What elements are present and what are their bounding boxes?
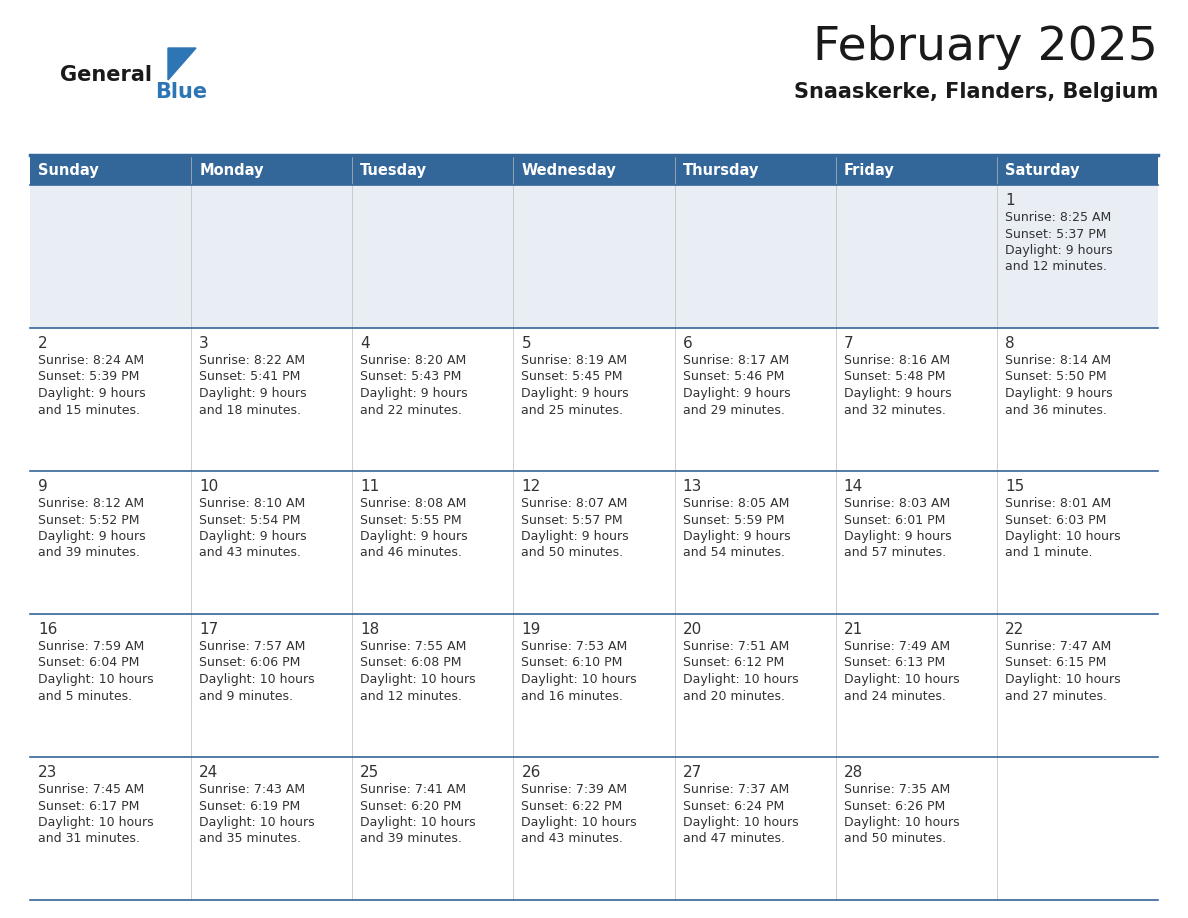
Text: Monday: Monday (200, 162, 264, 177)
Text: Sunrise: 7:47 AM
Sunset: 6:15 PM
Daylight: 10 hours
and 27 minutes.: Sunrise: 7:47 AM Sunset: 6:15 PM Dayligh… (1005, 640, 1120, 702)
Text: Sunrise: 8:25 AM
Sunset: 5:37 PM
Daylight: 9 hours
and 12 minutes.: Sunrise: 8:25 AM Sunset: 5:37 PM Dayligh… (1005, 211, 1112, 274)
Text: Sunrise: 8:22 AM
Sunset: 5:41 PM
Daylight: 9 hours
and 18 minutes.: Sunrise: 8:22 AM Sunset: 5:41 PM Dayligh… (200, 354, 307, 417)
Text: Sunrise: 7:37 AM
Sunset: 6:24 PM
Daylight: 10 hours
and 47 minutes.: Sunrise: 7:37 AM Sunset: 6:24 PM Dayligh… (683, 783, 798, 845)
Text: Sunrise: 7:55 AM
Sunset: 6:08 PM
Daylight: 10 hours
and 12 minutes.: Sunrise: 7:55 AM Sunset: 6:08 PM Dayligh… (360, 640, 476, 702)
Text: Friday: Friday (843, 162, 895, 177)
Text: 23: 23 (38, 765, 57, 780)
Text: Blue: Blue (154, 82, 207, 102)
Text: 19: 19 (522, 622, 541, 637)
Text: Sunrise: 7:59 AM
Sunset: 6:04 PM
Daylight: 10 hours
and 5 minutes.: Sunrise: 7:59 AM Sunset: 6:04 PM Dayligh… (38, 640, 153, 702)
Text: Sunrise: 8:12 AM
Sunset: 5:52 PM
Daylight: 9 hours
and 39 minutes.: Sunrise: 8:12 AM Sunset: 5:52 PM Dayligh… (38, 497, 146, 559)
Text: Sunrise: 7:35 AM
Sunset: 6:26 PM
Daylight: 10 hours
and 50 minutes.: Sunrise: 7:35 AM Sunset: 6:26 PM Dayligh… (843, 783, 960, 845)
Text: 12: 12 (522, 479, 541, 494)
Text: Snaaskerke, Flanders, Belgium: Snaaskerke, Flanders, Belgium (794, 82, 1158, 102)
Text: Sunrise: 7:45 AM
Sunset: 6:17 PM
Daylight: 10 hours
and 31 minutes.: Sunrise: 7:45 AM Sunset: 6:17 PM Dayligh… (38, 783, 153, 845)
Text: Sunrise: 8:17 AM
Sunset: 5:46 PM
Daylight: 9 hours
and 29 minutes.: Sunrise: 8:17 AM Sunset: 5:46 PM Dayligh… (683, 354, 790, 417)
Text: Sunrise: 7:39 AM
Sunset: 6:22 PM
Daylight: 10 hours
and 43 minutes.: Sunrise: 7:39 AM Sunset: 6:22 PM Dayligh… (522, 783, 637, 845)
Text: Sunrise: 7:57 AM
Sunset: 6:06 PM
Daylight: 10 hours
and 9 minutes.: Sunrise: 7:57 AM Sunset: 6:06 PM Dayligh… (200, 640, 315, 702)
Text: 18: 18 (360, 622, 379, 637)
Text: 4: 4 (360, 336, 369, 351)
Text: 28: 28 (843, 765, 862, 780)
Text: Sunrise: 8:08 AM
Sunset: 5:55 PM
Daylight: 9 hours
and 46 minutes.: Sunrise: 8:08 AM Sunset: 5:55 PM Dayligh… (360, 497, 468, 559)
Text: 24: 24 (200, 765, 219, 780)
Text: Sunrise: 7:51 AM
Sunset: 6:12 PM
Daylight: 10 hours
and 20 minutes.: Sunrise: 7:51 AM Sunset: 6:12 PM Dayligh… (683, 640, 798, 702)
Text: 8: 8 (1005, 336, 1015, 351)
Text: Sunrise: 8:01 AM
Sunset: 6:03 PM
Daylight: 10 hours
and 1 minute.: Sunrise: 8:01 AM Sunset: 6:03 PM Dayligh… (1005, 497, 1120, 559)
Text: Sunrise: 8:07 AM
Sunset: 5:57 PM
Daylight: 9 hours
and 50 minutes.: Sunrise: 8:07 AM Sunset: 5:57 PM Dayligh… (522, 497, 630, 559)
Text: 7: 7 (843, 336, 853, 351)
Text: 25: 25 (360, 765, 379, 780)
Text: 13: 13 (683, 479, 702, 494)
Text: 10: 10 (200, 479, 219, 494)
Text: 22: 22 (1005, 622, 1024, 637)
Text: Sunrise: 7:41 AM
Sunset: 6:20 PM
Daylight: 10 hours
and 39 minutes.: Sunrise: 7:41 AM Sunset: 6:20 PM Dayligh… (360, 783, 476, 845)
Text: 5: 5 (522, 336, 531, 351)
Text: 6: 6 (683, 336, 693, 351)
Text: 3: 3 (200, 336, 209, 351)
Text: 21: 21 (843, 622, 862, 637)
Text: 20: 20 (683, 622, 702, 637)
Text: 15: 15 (1005, 479, 1024, 494)
Text: Sunrise: 8:10 AM
Sunset: 5:54 PM
Daylight: 9 hours
and 43 minutes.: Sunrise: 8:10 AM Sunset: 5:54 PM Dayligh… (200, 497, 307, 559)
Text: Sunrise: 8:19 AM
Sunset: 5:45 PM
Daylight: 9 hours
and 25 minutes.: Sunrise: 8:19 AM Sunset: 5:45 PM Dayligh… (522, 354, 630, 417)
Text: Sunrise: 8:05 AM
Sunset: 5:59 PM
Daylight: 9 hours
and 54 minutes.: Sunrise: 8:05 AM Sunset: 5:59 PM Dayligh… (683, 497, 790, 559)
Text: February 2025: February 2025 (813, 25, 1158, 70)
Text: Sunrise: 8:14 AM
Sunset: 5:50 PM
Daylight: 9 hours
and 36 minutes.: Sunrise: 8:14 AM Sunset: 5:50 PM Dayligh… (1005, 354, 1112, 417)
Text: Sunrise: 7:49 AM
Sunset: 6:13 PM
Daylight: 10 hours
and 24 minutes.: Sunrise: 7:49 AM Sunset: 6:13 PM Dayligh… (843, 640, 960, 702)
Text: Wednesday: Wednesday (522, 162, 617, 177)
Bar (30, 185, 1158, 328)
Text: 11: 11 (360, 479, 379, 494)
Polygon shape (168, 48, 196, 80)
Bar (30, 328, 1158, 471)
Bar (30, 471, 1158, 614)
Text: Sunrise: 8:20 AM
Sunset: 5:43 PM
Daylight: 9 hours
and 22 minutes.: Sunrise: 8:20 AM Sunset: 5:43 PM Dayligh… (360, 354, 468, 417)
Text: 17: 17 (200, 622, 219, 637)
Bar (30, 757, 1158, 900)
Text: 27: 27 (683, 765, 702, 780)
Bar (30, 155, 1158, 185)
Text: Tuesday: Tuesday (360, 162, 428, 177)
Text: Sunrise: 7:53 AM
Sunset: 6:10 PM
Daylight: 10 hours
and 16 minutes.: Sunrise: 7:53 AM Sunset: 6:10 PM Dayligh… (522, 640, 637, 702)
Text: 16: 16 (38, 622, 57, 637)
Text: 14: 14 (843, 479, 862, 494)
Text: Sunrise: 8:16 AM
Sunset: 5:48 PM
Daylight: 9 hours
and 32 minutes.: Sunrise: 8:16 AM Sunset: 5:48 PM Dayligh… (843, 354, 952, 417)
Text: General: General (61, 65, 152, 85)
Text: 1: 1 (1005, 193, 1015, 208)
Text: 9: 9 (38, 479, 48, 494)
Bar (30, 614, 1158, 757)
Text: 2: 2 (38, 336, 48, 351)
Text: Saturday: Saturday (1005, 162, 1080, 177)
Text: 26: 26 (522, 765, 541, 780)
Text: Sunrise: 7:43 AM
Sunset: 6:19 PM
Daylight: 10 hours
and 35 minutes.: Sunrise: 7:43 AM Sunset: 6:19 PM Dayligh… (200, 783, 315, 845)
Text: Sunrise: 8:24 AM
Sunset: 5:39 PM
Daylight: 9 hours
and 15 minutes.: Sunrise: 8:24 AM Sunset: 5:39 PM Dayligh… (38, 354, 146, 417)
Text: Sunrise: 8:03 AM
Sunset: 6:01 PM
Daylight: 9 hours
and 57 minutes.: Sunrise: 8:03 AM Sunset: 6:01 PM Dayligh… (843, 497, 952, 559)
Text: Thursday: Thursday (683, 162, 759, 177)
Text: Sunday: Sunday (38, 162, 99, 177)
